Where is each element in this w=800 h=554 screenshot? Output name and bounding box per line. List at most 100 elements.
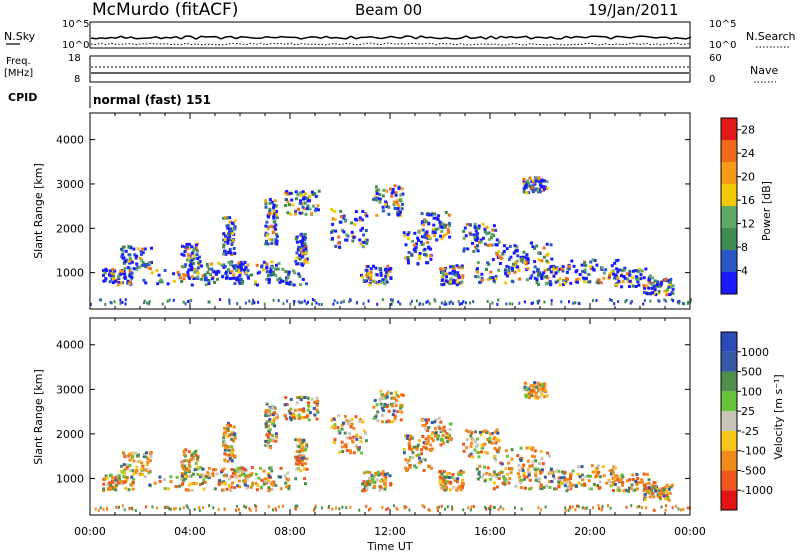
echo-cell — [514, 260, 518, 264]
echo-cell — [522, 474, 526, 477]
echo-cell — [450, 272, 454, 276]
echo-cell — [236, 276, 240, 280]
echo-cell — [414, 245, 418, 249]
echo-cell — [237, 267, 240, 271]
echo-cell — [476, 226, 480, 230]
echo-cell — [508, 302, 511, 306]
echo-cell — [615, 477, 619, 481]
echo-cell — [493, 430, 497, 434]
echo-cell — [277, 505, 280, 509]
echo-cell — [123, 471, 127, 475]
echo-cell — [416, 262, 420, 266]
echo-cell — [533, 394, 537, 398]
echo-cell — [269, 446, 272, 450]
echo-cell — [539, 274, 543, 278]
echo-cell — [641, 480, 645, 484]
echo-cell — [151, 505, 154, 509]
echo-cell — [198, 509, 201, 512]
echo-cell — [273, 220, 277, 224]
echo-cell — [613, 276, 617, 280]
echo-cell — [125, 478, 129, 482]
echo-cell — [185, 467, 188, 471]
echo-cell — [392, 200, 396, 204]
echo-cell — [658, 496, 662, 500]
echo-cell — [457, 473, 461, 477]
echo-cell — [289, 212, 293, 216]
echo-cell — [256, 483, 260, 487]
echo-cell — [267, 505, 270, 509]
echo-cell — [190, 283, 194, 287]
echo-cell — [221, 275, 225, 279]
echo-cell — [384, 476, 388, 479]
echo-cell — [404, 256, 408, 260]
echo-cell — [534, 459, 538, 463]
echo-cell — [392, 396, 396, 400]
echo-cell — [337, 429, 341, 433]
echo-cell — [163, 269, 167, 272]
echo-cell — [447, 230, 451, 234]
echo-cell — [304, 251, 308, 255]
echo-cell — [301, 462, 304, 466]
echo-cell — [498, 262, 502, 265]
echo-cell — [121, 269, 124, 273]
echo-cell — [343, 431, 347, 435]
echo-cell — [586, 474, 590, 478]
echo-cell — [266, 444, 270, 447]
echo-cell — [286, 478, 290, 482]
echo-cell — [287, 270, 291, 274]
echo-cell — [134, 509, 137, 512]
echo-cell — [265, 477, 269, 481]
echo-cell — [132, 472, 136, 476]
echo-cell — [266, 242, 270, 246]
echo-cell — [602, 474, 606, 478]
echo-cell — [550, 299, 553, 303]
echo-cell — [120, 469, 123, 473]
echo-cell — [392, 504, 395, 508]
echo-cell — [406, 434, 410, 438]
echo-cell — [482, 473, 486, 477]
echo-cell — [392, 203, 396, 207]
echo-cell — [534, 473, 537, 477]
echo-cell — [109, 473, 113, 477]
echo-cell — [190, 268, 194, 272]
echo-cell — [267, 277, 271, 281]
echo-cell — [222, 245, 226, 249]
echo-cell — [491, 474, 495, 478]
echo-cell — [294, 197, 298, 201]
echo-cell — [580, 263, 584, 267]
echo-cell — [514, 506, 516, 510]
echo-cell — [438, 426, 442, 430]
echo-cell — [420, 448, 424, 452]
echo-cell — [474, 245, 477, 249]
echo-cell — [625, 479, 629, 483]
echo-cell — [636, 280, 640, 284]
echo-cell — [675, 504, 678, 508]
echo-cell — [290, 282, 294, 286]
echo-cell — [276, 278, 280, 282]
echo-cell — [234, 264, 238, 268]
echo-cell — [613, 478, 617, 482]
echo-cell — [341, 450, 345, 453]
echo-cell — [678, 301, 681, 305]
echo-cell — [559, 481, 563, 485]
echo-cell — [533, 246, 536, 250]
echo-cell — [440, 301, 443, 305]
echo-cell — [374, 266, 378, 270]
echo-cell — [229, 229, 233, 232]
echo-cell — [227, 231, 231, 235]
echo-cell — [617, 279, 621, 283]
echo-cell — [230, 269, 234, 273]
echo-cell — [480, 276, 484, 280]
echo-cell — [114, 478, 118, 482]
echo-cell — [423, 219, 427, 223]
echo-cell — [497, 240, 501, 244]
echo-cell — [541, 462, 545, 466]
echo-cell — [244, 271, 248, 275]
echo-cell — [348, 436, 352, 440]
echo-cell — [232, 468, 236, 472]
echo-cell — [537, 478, 541, 481]
echo-cell — [208, 504, 211, 508]
echo-cell — [238, 281, 242, 285]
nsky-label: N.Sky — [4, 30, 36, 43]
echo-cell — [577, 465, 580, 469]
